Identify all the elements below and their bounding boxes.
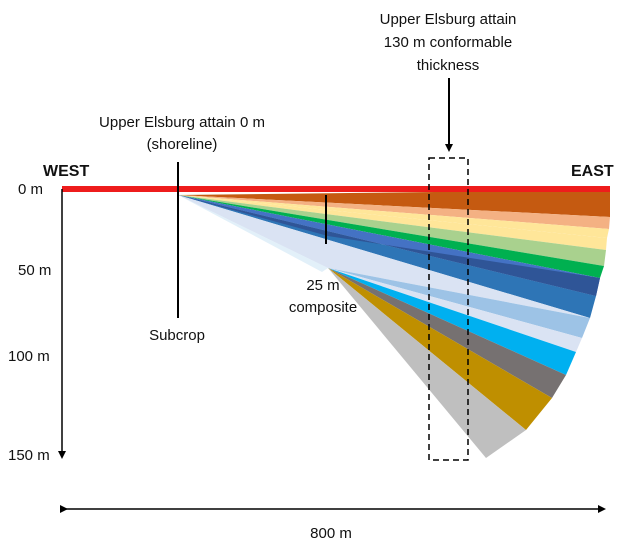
layer-8 bbox=[178, 195, 596, 318]
stratigraphic-layers bbox=[178, 190, 610, 458]
layer-14 bbox=[328, 268, 576, 375]
composite-label-line1: 25 m bbox=[306, 277, 339, 294]
thickness-label-line3: thickness bbox=[417, 57, 480, 74]
layer-9 bbox=[178, 195, 590, 318]
layer-18 bbox=[178, 195, 328, 272]
depth-tick-label: 0 m bbox=[18, 181, 43, 198]
layer-12 bbox=[328, 268, 590, 338]
depth-tick-label: 100 m bbox=[8, 348, 50, 365]
composite-label-line2: composite bbox=[289, 299, 357, 316]
layer-2 bbox=[178, 195, 610, 229]
thickness-label-line2: 130 m conformable bbox=[384, 34, 512, 51]
thickness-label-line1: Upper Elsburg attain bbox=[380, 11, 517, 28]
top-surface-bar bbox=[62, 186, 610, 192]
layer-4 bbox=[178, 195, 607, 250]
west-label: WEST bbox=[43, 163, 89, 180]
layer-6 bbox=[178, 195, 604, 278]
east-label: EAST bbox=[571, 163, 614, 180]
depth-tick-label: 150 m bbox=[8, 447, 50, 464]
depth-tick-label: 50 m bbox=[18, 262, 51, 279]
layer-1 bbox=[178, 190, 610, 217]
layer-16 bbox=[328, 268, 552, 430]
shoreline-label-line1: Upper Elsburg attain 0 m bbox=[99, 114, 265, 131]
layer-15 bbox=[328, 268, 566, 398]
layer-13 bbox=[328, 268, 582, 352]
subcrop-label: Subcrop bbox=[149, 327, 205, 344]
layer-11 bbox=[178, 195, 600, 296]
layer-17 bbox=[328, 268, 526, 458]
width-label: 800 m bbox=[310, 525, 352, 542]
layer-3 bbox=[178, 195, 609, 238]
layer-5 bbox=[178, 195, 606, 266]
thickness-dashed-box bbox=[428, 157, 469, 461]
shoreline-label-line2: (shoreline) bbox=[147, 136, 218, 153]
